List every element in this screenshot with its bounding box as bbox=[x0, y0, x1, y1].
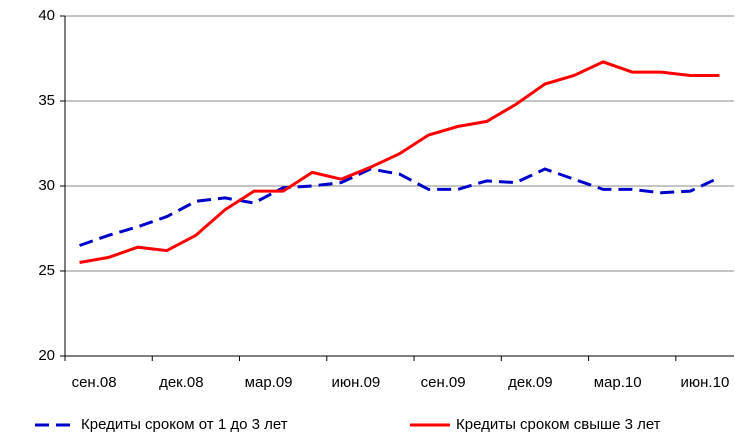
x-tick-label: мар.09 bbox=[245, 374, 293, 391]
legend-label: Кредиты сроком свыше 3 лет bbox=[456, 416, 661, 433]
y-tick-label: 30 bbox=[38, 177, 55, 194]
y-tick-label: 20 bbox=[38, 347, 55, 364]
y-tick-label: 40 bbox=[38, 7, 55, 24]
legend-label: Кредиты сроком от 1 до 3 лет bbox=[81, 416, 288, 433]
x-tick-label: июн.09 bbox=[331, 374, 380, 391]
y-tick-label: 25 bbox=[38, 262, 55, 279]
series-line bbox=[79, 60, 720, 264]
x-tick-label: июн.10 bbox=[681, 374, 730, 391]
y-tick-label: 35 bbox=[38, 92, 55, 109]
x-tick-label: сен.09 bbox=[421, 374, 466, 391]
x-tick-label: дек.08 bbox=[159, 374, 204, 391]
series-line bbox=[79, 167, 721, 247]
x-tick-label: мар.10 bbox=[594, 374, 642, 391]
x-tick-label: сен.08 bbox=[72, 374, 117, 391]
x-tick-label: дек.09 bbox=[508, 374, 553, 391]
